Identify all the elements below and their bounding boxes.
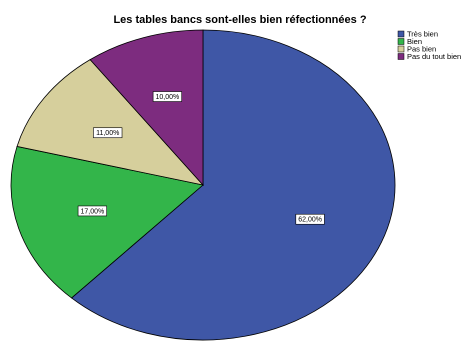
data-label-1: 62,00% [295, 213, 325, 225]
pie-slice-1 [70, 29, 396, 341]
legend-label: Pas bien [407, 45, 436, 54]
legend-swatch [397, 53, 405, 60]
legend-item-2: Bien [397, 37, 422, 46]
legend-label: Très bien [407, 30, 438, 39]
legend-swatch [397, 38, 405, 45]
pie-slice-3 [16, 59, 205, 186]
legend-swatch [397, 30, 405, 38]
data-label-box [152, 91, 183, 102]
data-label-3: 11,00% [93, 127, 123, 139]
data-label-text: 11,00% [96, 130, 119, 137]
legend-label: Pas du tout bien [407, 52, 461, 61]
data-label-text: 62,00% [298, 217, 322, 224]
data-label-box [93, 127, 123, 139]
data-label-box [295, 213, 325, 225]
data-label-4: 10,00% [152, 91, 183, 102]
chart-title: Les tables bancs sont-elles bien réfecti… [113, 14, 366, 26]
data-label-2: 17,00% [77, 205, 107, 217]
data-label-box [77, 205, 107, 217]
data-label-text: 10,00% [156, 94, 180, 101]
legend-item-4: Pas du tout bien [397, 52, 461, 61]
legend-item-3: Pas bien [397, 45, 436, 54]
data-label-text: 17,00% [80, 208, 104, 215]
pie-slice-2 [10, 145, 204, 299]
pie-slice-4 [89, 29, 204, 187]
pie-data-labels: 62,00% 17,00% 11,00% 10,00% [77, 91, 325, 225]
legend-swatch [397, 45, 405, 53]
legend-item-1: Très bien [397, 30, 438, 39]
legend-label: Bien [407, 37, 422, 46]
pie-slices [10, 29, 396, 341]
